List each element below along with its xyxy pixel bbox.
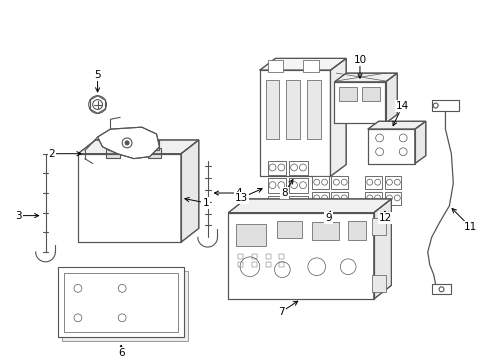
- Bar: [384, 176, 401, 189]
- Bar: [285, 80, 300, 139]
- Bar: [265, 80, 279, 139]
- Bar: [331, 192, 347, 205]
- Polygon shape: [181, 140, 199, 242]
- Bar: [62, 271, 187, 341]
- Bar: [431, 100, 458, 112]
- Polygon shape: [334, 73, 396, 82]
- Bar: [303, 60, 318, 72]
- Bar: [347, 221, 365, 240]
- Bar: [58, 267, 183, 337]
- Polygon shape: [228, 199, 390, 213]
- Bar: [265, 254, 270, 259]
- Polygon shape: [373, 199, 390, 299]
- Bar: [279, 262, 284, 267]
- Bar: [331, 176, 347, 189]
- Bar: [371, 217, 386, 235]
- Bar: [267, 161, 285, 175]
- Bar: [371, 275, 386, 292]
- Bar: [251, 262, 256, 267]
- Bar: [334, 82, 385, 123]
- Bar: [251, 254, 256, 259]
- Text: 11: 11: [451, 208, 476, 233]
- Bar: [311, 222, 339, 240]
- Bar: [288, 161, 307, 175]
- Polygon shape: [385, 73, 396, 123]
- Bar: [361, 87, 379, 101]
- Text: 2: 2: [49, 149, 81, 159]
- Bar: [339, 87, 356, 101]
- Bar: [279, 254, 284, 259]
- Text: 13: 13: [234, 189, 262, 203]
- Text: 7: 7: [278, 301, 297, 317]
- Bar: [78, 154, 181, 242]
- Bar: [306, 80, 320, 139]
- Circle shape: [125, 141, 129, 145]
- Bar: [108, 140, 118, 150]
- Text: 1: 1: [184, 197, 208, 208]
- Polygon shape: [98, 127, 159, 159]
- Bar: [334, 82, 385, 123]
- Bar: [64, 273, 178, 332]
- Bar: [431, 284, 450, 294]
- Bar: [149, 140, 159, 150]
- Text: 8: 8: [281, 180, 292, 198]
- Polygon shape: [367, 121, 425, 129]
- Bar: [367, 129, 414, 163]
- Bar: [238, 254, 243, 259]
- Bar: [367, 129, 414, 163]
- Bar: [228, 213, 373, 299]
- Bar: [265, 262, 270, 267]
- Bar: [277, 221, 302, 238]
- Text: 3: 3: [15, 211, 39, 221]
- Bar: [288, 196, 307, 211]
- Polygon shape: [78, 140, 199, 154]
- Bar: [106, 148, 120, 158]
- Text: 10: 10: [353, 55, 366, 78]
- Bar: [364, 192, 381, 205]
- Bar: [259, 70, 330, 176]
- Text: 12: 12: [378, 211, 391, 222]
- Polygon shape: [414, 121, 425, 163]
- Text: 14: 14: [392, 102, 408, 126]
- Bar: [288, 178, 307, 193]
- Bar: [78, 154, 181, 242]
- Bar: [238, 262, 243, 267]
- Text: 6: 6: [118, 345, 124, 358]
- Bar: [267, 178, 285, 193]
- Circle shape: [88, 96, 106, 113]
- Bar: [228, 213, 373, 299]
- Bar: [259, 70, 330, 176]
- Text: 5: 5: [94, 70, 101, 92]
- Polygon shape: [259, 58, 346, 70]
- Bar: [267, 196, 285, 211]
- Polygon shape: [330, 58, 346, 176]
- Bar: [267, 60, 283, 72]
- Bar: [147, 148, 161, 158]
- Bar: [364, 176, 381, 189]
- Bar: [311, 192, 328, 205]
- Circle shape: [93, 100, 102, 109]
- Bar: [384, 192, 401, 205]
- Text: 9: 9: [325, 211, 331, 222]
- Bar: [236, 224, 265, 246]
- Text: 4: 4: [214, 188, 241, 198]
- Bar: [311, 176, 328, 189]
